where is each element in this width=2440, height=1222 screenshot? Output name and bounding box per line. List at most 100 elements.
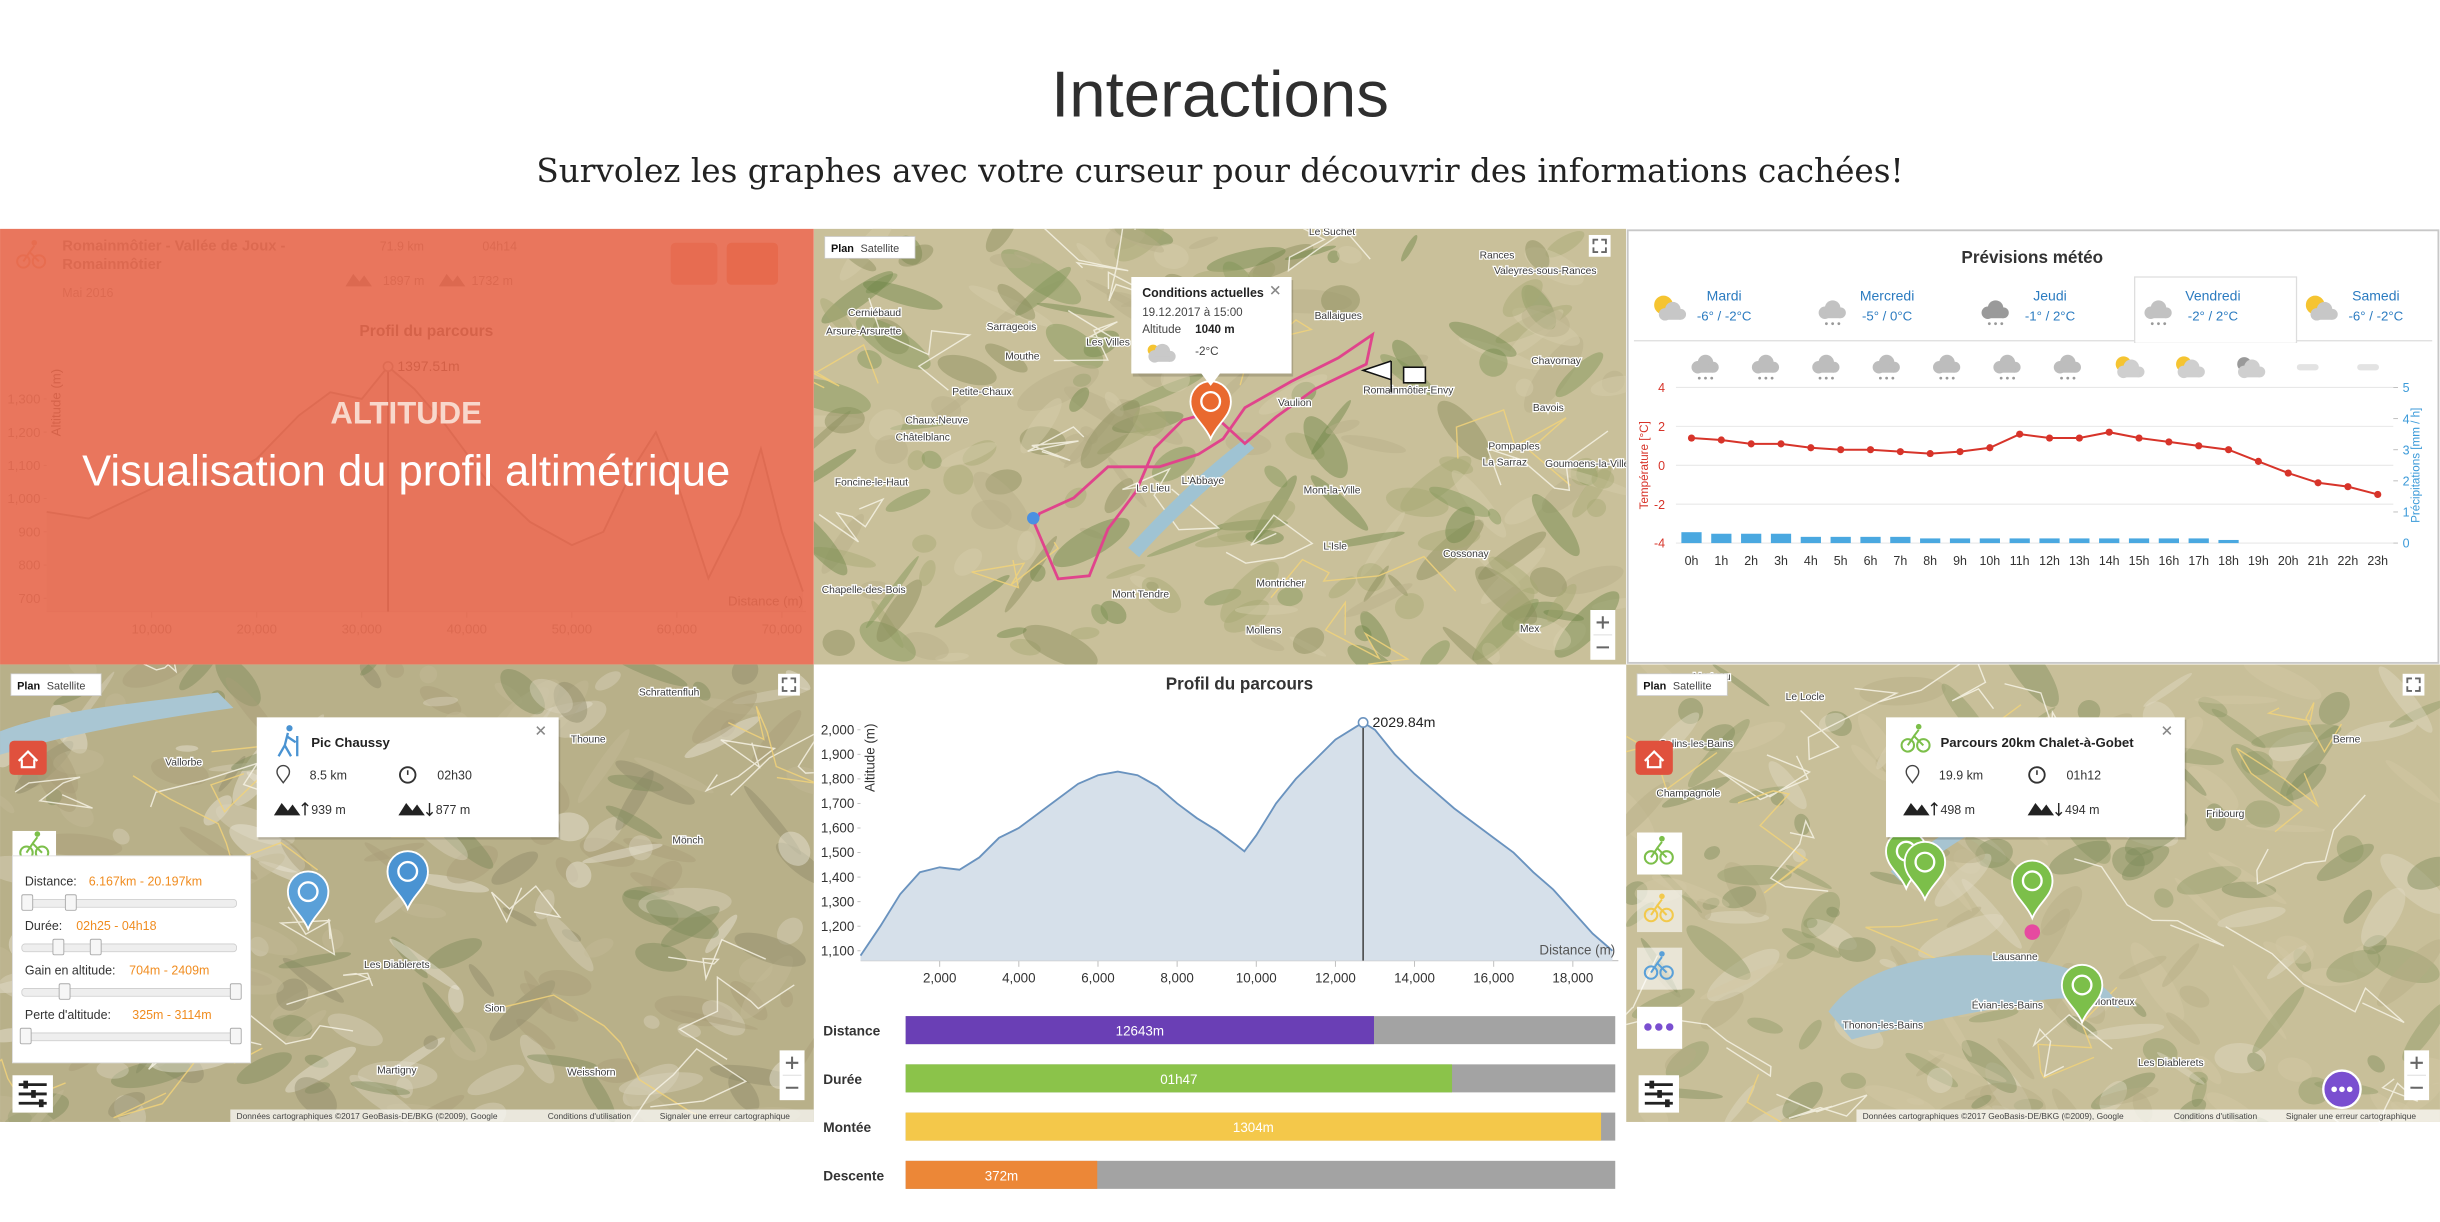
temperature-point — [2105, 428, 2113, 436]
terrain-patch — [278, 952, 352, 969]
terrain-patch — [385, 664, 405, 678]
terrain-patch — [2208, 852, 2287, 905]
start-marker — [1027, 511, 1040, 525]
place-name: Ballaigues — [1315, 311, 1362, 322]
fog — [2357, 364, 2379, 371]
x-tick-label: 14h — [2099, 554, 2120, 568]
terrain-patch — [1220, 561, 1279, 623]
terrain-patch — [813, 546, 876, 568]
place-name: Mönch — [672, 835, 703, 846]
peak-marker — [1357, 717, 1369, 728]
terrain-patch — [2130, 942, 2185, 1021]
terrain-patch — [630, 872, 675, 896]
terrain-patch — [1664, 1047, 1696, 1072]
terrain-patch — [1009, 638, 1041, 656]
terrain-patch — [1700, 724, 1736, 752]
y-tick-label: 1,500 — [821, 845, 854, 860]
road — [132, 775, 319, 871]
terrain-patch — [968, 285, 1054, 327]
terrain-patch — [327, 1013, 383, 1047]
terrain-patch — [778, 831, 811, 866]
road — [1134, 228, 1136, 231]
temperature-point — [1717, 436, 1725, 444]
terrain-patch — [1321, 285, 1361, 316]
road — [818, 497, 885, 543]
terrain-patch — [1570, 457, 1599, 486]
x-tick-label: 2,000 — [923, 970, 956, 985]
place-name: Chaux-Neuve — [905, 415, 968, 426]
filter-panel — [12, 855, 252, 1064]
snowflake — [1891, 376, 1895, 380]
terrain-patch — [594, 1058, 640, 1083]
temperature-point — [2135, 434, 2143, 442]
stat-value: 372m — [985, 1168, 1018, 1183]
terrain-patch — [907, 450, 926, 471]
terrain-patch — [1325, 419, 1360, 435]
terrain-patch — [813, 449, 857, 491]
terrain-patch — [534, 889, 555, 920]
road — [630, 1048, 748, 1122]
road — [1225, 514, 1314, 564]
x-tick-label: 23h — [2367, 554, 2388, 568]
more-dot — [1644, 1023, 1652, 1031]
place-name: Sion — [485, 1003, 506, 1014]
terrain-patch — [858, 580, 892, 600]
terrain-patch — [1524, 247, 1584, 286]
terrain-patch — [529, 678, 573, 714]
fullscreen-button — [778, 673, 800, 696]
road — [868, 297, 972, 391]
terrain-patch — [1651, 875, 1730, 907]
cloud-part — [1818, 367, 1835, 373]
road — [1107, 228, 1159, 302]
terrain-patch — [702, 1000, 746, 1036]
terrain-patch — [954, 548, 983, 576]
terrain-patch — [579, 837, 635, 867]
place-name: Foncine-le-Haut — [835, 478, 908, 489]
map-type-control — [1636, 673, 1728, 696]
temperature-point — [1807, 444, 1815, 452]
day-name: Samedi — [2352, 287, 2399, 303]
terrain-patch — [1419, 640, 1450, 665]
terrain-patch — [2142, 1038, 2178, 1065]
temperature-point — [2165, 438, 2173, 446]
x-tick-label: 16h — [2158, 554, 2179, 568]
pin-icon — [2021, 870, 2043, 892]
weather-panel — [1626, 229, 2440, 664]
terrain-patch — [859, 620, 916, 662]
terrain-patch — [584, 938, 614, 958]
terrain-patch — [516, 1018, 556, 1050]
terrain-patch — [1250, 636, 1285, 652]
cloud-part — [1878, 367, 1895, 373]
place-name: Valeyres-sous-Rances — [1494, 266, 1597, 277]
slider-handle — [21, 894, 34, 911]
precipitation-bar — [2188, 538, 2209, 544]
place-name: Les Diablerets — [364, 960, 430, 971]
terrain-patch — [731, 664, 759, 685]
hiker-head — [286, 725, 293, 732]
terrain-patch — [1154, 243, 1189, 269]
terrain-patch — [1133, 405, 1167, 437]
terrain-patch — [1019, 426, 1066, 456]
terrain-patch — [1806, 918, 1857, 951]
bike-wheel — [1916, 738, 1931, 753]
terrain-patch — [1825, 711, 1852, 737]
x-tick-label: 6,000 — [1081, 970, 1114, 985]
terrain-patch — [2367, 945, 2440, 984]
terrain-patch — [423, 1035, 439, 1050]
terrain-patch — [1036, 302, 1115, 318]
slider-icon-knob — [31, 1090, 36, 1098]
popup-distance: 19.9 km — [1939, 769, 1983, 783]
terrain-patch — [2277, 1057, 2313, 1082]
road — [1718, 754, 1812, 801]
filter-label: Durée: — [25, 919, 62, 933]
terrain-patch — [1080, 426, 1098, 444]
x-tick-label: 8h — [1923, 554, 1937, 568]
popup — [256, 717, 559, 838]
stat-bar — [905, 1160, 1098, 1189]
terrain-patch — [734, 932, 806, 967]
terrain-patch — [2198, 696, 2228, 718]
road — [1746, 1074, 1782, 1122]
filter-range: 704m - 2409m — [129, 963, 209, 977]
terrain-patch — [1525, 240, 1550, 271]
terrain-patch — [820, 298, 855, 337]
